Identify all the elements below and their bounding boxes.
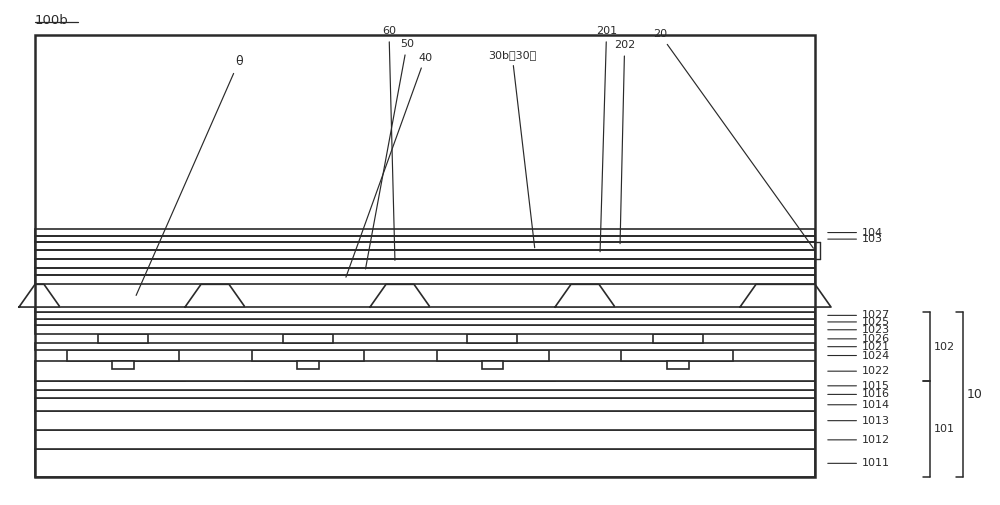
Bar <box>467 334 517 343</box>
Text: 102: 102 <box>934 342 955 351</box>
Bar <box>615 369 740 381</box>
Bar <box>35 229 815 236</box>
Bar <box>430 369 555 381</box>
Bar <box>35 361 815 381</box>
Bar <box>35 319 815 325</box>
Bar <box>35 411 815 430</box>
Bar <box>245 369 370 381</box>
Text: 1024: 1024 <box>828 350 890 361</box>
Bar <box>296 361 318 369</box>
Text: 20: 20 <box>653 29 813 248</box>
Bar <box>35 381 815 390</box>
Text: 1027: 1027 <box>828 311 890 320</box>
Bar <box>35 307 815 312</box>
Polygon shape <box>555 284 615 307</box>
Text: 50: 50 <box>366 39 414 269</box>
Bar <box>35 35 815 477</box>
Polygon shape <box>370 284 430 307</box>
Bar <box>35 268 815 275</box>
Text: 1013: 1013 <box>828 416 890 426</box>
Text: 1012: 1012 <box>828 435 890 445</box>
Bar <box>35 250 815 259</box>
Bar <box>35 343 815 350</box>
Bar <box>35 236 815 242</box>
Bar <box>621 350 733 361</box>
Bar <box>35 312 815 319</box>
Text: 1025: 1025 <box>828 317 890 327</box>
Text: 202: 202 <box>614 40 635 244</box>
Text: 101: 101 <box>934 424 955 434</box>
Bar <box>283 334 332 343</box>
Text: 1026: 1026 <box>828 334 890 344</box>
Bar <box>35 325 815 334</box>
Text: 1014: 1014 <box>828 400 890 410</box>
Text: 1016: 1016 <box>828 389 890 399</box>
Text: 1015: 1015 <box>828 381 890 391</box>
Text: 104: 104 <box>828 228 883 237</box>
Bar <box>60 369 185 381</box>
Bar <box>35 275 815 284</box>
Text: 30b（30）: 30b（30） <box>488 50 536 248</box>
Text: 10: 10 <box>967 388 983 401</box>
Bar <box>652 334 702 343</box>
Text: 201: 201 <box>596 26 617 252</box>
Bar <box>66 350 178 361</box>
Bar <box>482 361 503 369</box>
Polygon shape <box>185 284 245 307</box>
Text: 100b: 100b <box>35 14 69 27</box>
Text: 103: 103 <box>828 234 883 244</box>
Bar <box>35 398 815 411</box>
Bar <box>35 449 815 477</box>
Text: 1023: 1023 <box>828 325 890 335</box>
Bar <box>666 361 688 369</box>
Bar <box>35 430 815 449</box>
Polygon shape <box>740 284 831 307</box>
Bar <box>35 242 815 250</box>
Bar <box>112 361 134 369</box>
Text: 40: 40 <box>346 53 432 277</box>
Polygon shape <box>19 284 60 307</box>
Bar <box>35 390 815 398</box>
Bar <box>436 350 548 361</box>
Bar <box>98 334 148 343</box>
Text: 1011: 1011 <box>828 459 890 468</box>
Bar <box>252 350 364 361</box>
Text: θ: θ <box>136 55 243 295</box>
Bar <box>35 259 815 268</box>
Text: 1022: 1022 <box>828 366 890 376</box>
Text: 1021: 1021 <box>828 342 890 351</box>
Text: 60: 60 <box>382 26 396 260</box>
